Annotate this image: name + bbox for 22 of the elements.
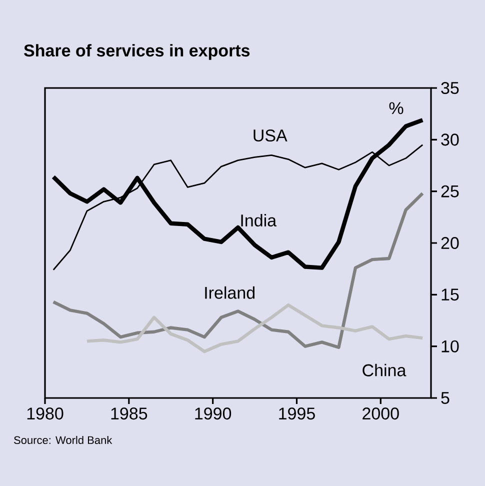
line-series	[52, 192, 424, 349]
x-tick-label: 1990	[195, 408, 232, 420]
y-tick-label: 15	[442, 288, 459, 301]
line-series	[51, 118, 425, 270]
y-tick-label: 35	[441, 82, 459, 94]
series-label: Ireland	[205, 286, 254, 299]
series-label: China	[362, 364, 406, 376]
line-series	[85, 303, 424, 354]
series-label: India	[241, 214, 277, 227]
x-tick-label: 1985	[111, 408, 148, 420]
y-tick-label: 25	[441, 185, 459, 198]
y-tick-label: 5	[441, 392, 450, 404]
x-tick-label: 2000	[362, 408, 399, 420]
y-tick-label: 30	[441, 134, 459, 146]
x-tick-label: 1995	[279, 408, 315, 420]
x-tick-label: 1980	[27, 408, 64, 420]
y-tick-label: 20	[441, 236, 459, 250]
chart-title: Share of services in exports	[24, 44, 250, 60]
y-tick-label: 10	[442, 340, 459, 352]
y-axis-title: %	[389, 102, 404, 114]
series-label: USA	[254, 130, 288, 142]
source-note: Source: World Bank	[14, 436, 112, 444]
